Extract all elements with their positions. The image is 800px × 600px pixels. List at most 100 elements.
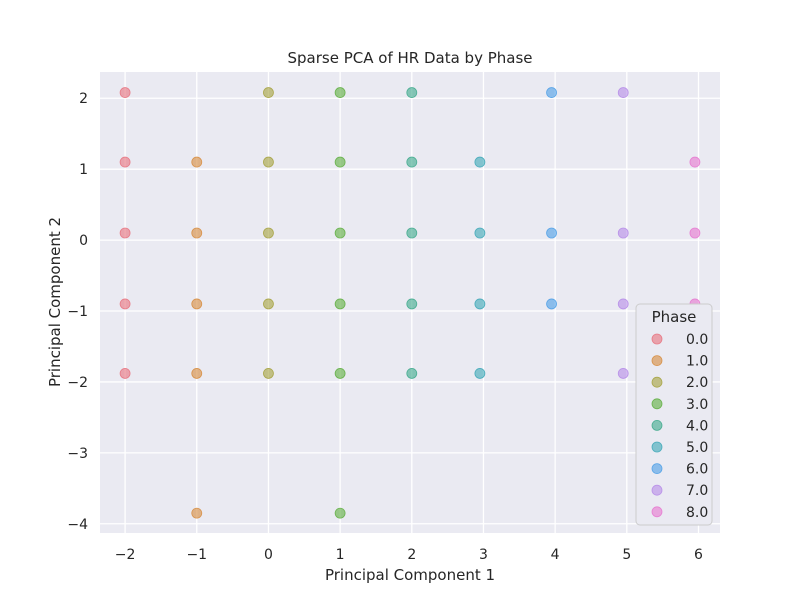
legend-marker <box>651 463 663 475</box>
data-point <box>263 298 274 310</box>
y-tick-label: 2 <box>79 91 88 107</box>
data-point <box>191 227 203 239</box>
legend-marker <box>651 419 663 431</box>
series-phase-5-0 <box>474 156 486 379</box>
legend-entry: 0.0 <box>651 332 708 348</box>
legend-label: 6.0 <box>686 462 708 478</box>
series-phase-7-0 <box>617 87 629 379</box>
legend-entry: 1.0 <box>651 354 708 370</box>
legend-label: 2.0 <box>686 375 708 391</box>
x-tick-label: 6 <box>694 547 703 563</box>
legend: Phase 0.0 1.0 2.0 3.0 4.0 5.0 6.0 7.0 8.0 <box>635 303 713 526</box>
data-point <box>119 156 131 168</box>
x-tick-label: 4 <box>551 547 560 563</box>
legend-label: 4.0 <box>686 418 708 434</box>
data-point <box>334 156 346 168</box>
series-phase-1-0 <box>191 156 203 519</box>
data-point <box>546 227 557 239</box>
x-tick-label: 1 <box>336 547 345 563</box>
x-axis-label: Principal Component 1 <box>325 566 495 584</box>
data-point <box>617 368 629 379</box>
data-point <box>119 227 131 239</box>
data-point <box>263 156 274 168</box>
data-point <box>406 227 418 239</box>
y-axis-label: Principal Component 2 <box>46 217 64 387</box>
data-point <box>406 87 418 98</box>
legend-entry: 8.0 <box>651 505 708 521</box>
legend-label: 5.0 <box>686 440 708 456</box>
data-point <box>334 227 346 239</box>
legend-label: 0.0 <box>686 332 708 348</box>
legend-entry: 2.0 <box>651 375 708 391</box>
data-point <box>119 87 131 98</box>
legend-marker <box>651 484 663 496</box>
legend-marker <box>651 441 663 453</box>
data-point <box>546 298 557 310</box>
data-point <box>546 87 557 98</box>
legend-label: 7.0 <box>686 483 708 499</box>
data-point <box>334 507 346 519</box>
data-point <box>474 298 486 310</box>
legend-entry: 4.0 <box>651 418 708 434</box>
x-tick-labels: −2 −1 0 1 2 3 4 5 6 <box>115 547 703 563</box>
data-point <box>474 227 486 239</box>
x-tick-label: −1 <box>186 547 207 563</box>
data-point <box>191 156 203 168</box>
x-tick-label: 5 <box>622 547 631 563</box>
data-point <box>263 227 274 239</box>
legend-entry: 3.0 <box>651 397 708 413</box>
series-phase-2-0 <box>263 87 274 379</box>
data-point <box>406 156 418 168</box>
y-tick-label: −1 <box>67 304 88 320</box>
y-tick-labels: 2 1 0 −1 −2 −3 −4 <box>67 91 88 533</box>
legend-entries: 0.0 1.0 2.0 3.0 4.0 5.0 6.0 7.0 8.0 <box>651 332 708 521</box>
data-point <box>119 368 131 379</box>
data-point <box>617 298 629 310</box>
legend-marker <box>651 355 663 367</box>
legend-label: 3.0 <box>686 397 708 413</box>
legend-entry: 7.0 <box>651 483 708 499</box>
series-phase-6-0 <box>546 87 557 310</box>
data-point <box>334 298 346 310</box>
data-point <box>191 368 203 379</box>
data-point <box>119 298 131 310</box>
legend-marker <box>651 333 663 345</box>
x-tick-label: 3 <box>479 547 488 563</box>
series-phase-0-0 <box>119 87 131 379</box>
legend-marker <box>651 506 663 518</box>
y-tick-label: −3 <box>67 446 88 462</box>
data-point <box>263 87 274 98</box>
legend-entry: 6.0 <box>651 462 708 478</box>
y-tick-label: −4 <box>67 517 88 533</box>
y-tick-label: 1 <box>79 162 88 178</box>
legend-entry: 5.0 <box>651 440 708 456</box>
data-point <box>334 368 346 379</box>
x-tick-label: −2 <box>115 547 136 563</box>
data-points <box>119 87 701 519</box>
data-point <box>263 368 274 379</box>
y-tick-label: −2 <box>67 375 88 391</box>
x-tick-label: 0 <box>264 547 273 563</box>
data-point <box>474 368 486 379</box>
data-point <box>334 87 346 98</box>
data-point <box>406 298 418 310</box>
data-point <box>617 87 629 98</box>
x-tick-label: 2 <box>407 547 416 563</box>
legend-title: Phase <box>652 308 697 326</box>
data-point <box>617 227 629 239</box>
series-phase-3-0 <box>334 87 346 519</box>
legend-marker <box>651 376 663 388</box>
data-point <box>191 507 203 519</box>
legend-label: 8.0 <box>686 505 708 521</box>
legend-marker <box>651 398 663 410</box>
data-point <box>191 298 203 310</box>
legend-label: 1.0 <box>686 354 708 370</box>
data-point <box>474 156 486 168</box>
chart-title: Sparse PCA of HR Data by Phase <box>288 49 533 67</box>
data-point <box>689 227 701 239</box>
data-point <box>406 368 418 379</box>
data-point <box>689 156 701 168</box>
y-tick-label: 0 <box>79 233 88 249</box>
